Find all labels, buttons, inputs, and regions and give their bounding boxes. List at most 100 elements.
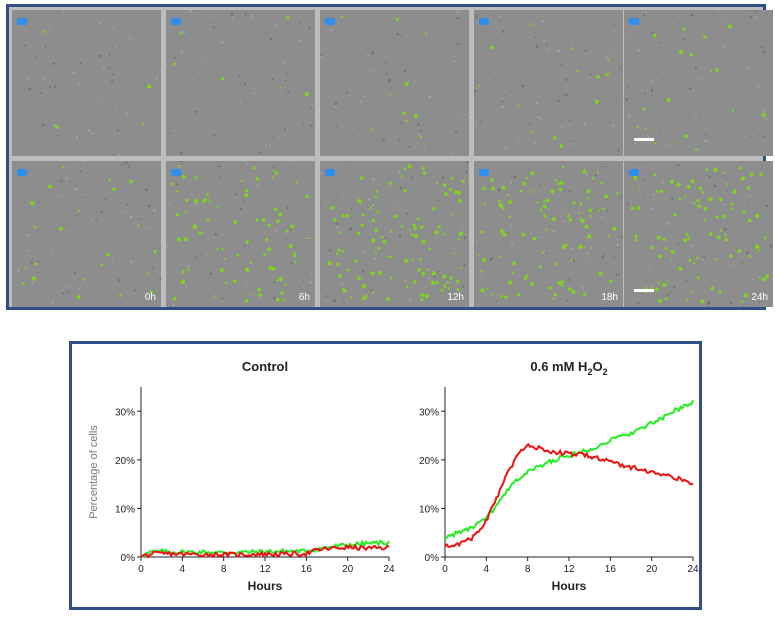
fluorescent-cell [181, 270, 185, 274]
fluorescent-cell [370, 271, 375, 276]
background-speckle [565, 78, 568, 81]
background-speckle [399, 187, 402, 190]
fluorescent-cell [201, 200, 204, 203]
fluorescent-cell [341, 214, 345, 218]
fluorescent-cell [276, 279, 279, 282]
fluorescent-cell [577, 211, 580, 214]
background-speckle [456, 16, 459, 20]
fluorescent-cell [402, 111, 406, 116]
fluorescent-cell [499, 229, 504, 234]
fluorescent-cell [426, 268, 430, 271]
background-speckle [320, 54, 323, 56]
background-speckle [25, 225, 27, 227]
fluorescent-cell [729, 254, 733, 258]
background-speckle [289, 229, 292, 231]
fluorescent-cell [106, 252, 110, 257]
background-speckle [688, 114, 690, 116]
background-speckle [643, 267, 645, 269]
background-speckle [320, 205, 322, 207]
fluorescent-cell [153, 250, 157, 254]
fluorescent-cell [55, 124, 59, 129]
background-speckle [77, 83, 80, 86]
background-speckle [328, 249, 331, 252]
background-speckle [134, 223, 136, 226]
background-speckle [644, 92, 647, 94]
fluorescent-cell [419, 225, 424, 229]
x-axis-label: Hours [248, 579, 283, 593]
background-speckle [769, 244, 773, 247]
fluorescent-cell [216, 205, 219, 208]
x-tick-label: 20 [342, 564, 354, 575]
background-speckle [336, 125, 338, 128]
background-speckle [688, 87, 692, 90]
background-speckle [308, 80, 311, 82]
fluorescent-cell [361, 213, 365, 217]
fluorescent-cell [403, 189, 407, 193]
background-speckle [325, 304, 327, 306]
background-speckle [606, 198, 609, 200]
background-speckle [456, 43, 459, 46]
background-speckle [393, 196, 395, 198]
fluorescent-cell [682, 28, 686, 31]
fluorescent-cell [700, 299, 705, 304]
fluorescent-cell [285, 229, 289, 233]
background-speckle [96, 110, 98, 112]
background-speckle [501, 105, 505, 109]
fluorescent-cell [408, 229, 411, 232]
fluorescent-cell [360, 223, 364, 227]
background-speckle [134, 289, 137, 292]
fluorescent-cell [413, 233, 418, 239]
background-speckle [330, 28, 333, 31]
fluorescent-cell [703, 218, 707, 222]
background-speckle [180, 50, 183, 53]
background-speckle [90, 132, 93, 135]
background-speckle [511, 51, 514, 53]
fluorescent-cell [724, 233, 727, 236]
fluorescent-cell [411, 258, 414, 261]
background-speckle [452, 60, 455, 63]
background-speckle [435, 56, 438, 58]
background-speckle [584, 236, 585, 238]
scale-bar [634, 289, 654, 292]
background-speckle [482, 267, 484, 269]
microscopy-tile [474, 10, 623, 156]
fluorescent-cell [359, 176, 364, 180]
background-speckle [17, 269, 20, 272]
fluorescent-cell [694, 148, 698, 151]
background-speckle [374, 257, 377, 260]
fluorescent-cell [183, 237, 188, 242]
background-speckle [635, 86, 637, 88]
background-speckle [707, 302, 710, 305]
background-speckle [74, 188, 78, 191]
fluorescent-cell [435, 280, 439, 285]
x-tick-label: 16 [301, 564, 313, 575]
background-speckle [213, 134, 216, 137]
background-speckle [302, 123, 305, 126]
fluorescent-cell [688, 258, 692, 262]
background-speckle [194, 110, 197, 114]
fluorescent-cell [659, 189, 664, 194]
fluorescent-cell [633, 177, 637, 181]
fluorescent-cell [529, 23, 532, 26]
background-speckle [147, 118, 149, 120]
background-speckle [197, 79, 199, 82]
background-speckle [413, 81, 415, 83]
fluorescent-cell [271, 266, 276, 271]
fluorescent-cell [479, 230, 483, 234]
chart-panel: 0% 10% 20% 30% 0 4 8 12 16 20 24 Hours Percentage of… [69, 341, 702, 610]
fluorescent-cell [213, 295, 216, 298]
background-speckle [650, 207, 653, 211]
fluorescent-cell [554, 178, 558, 182]
fluorescent-cell [268, 265, 273, 270]
fluorescent-cell [267, 223, 271, 228]
fluorescent-cell [742, 210, 746, 214]
background-speckle [528, 123, 531, 126]
fluorescent-cell [713, 167, 718, 172]
background-speckle [206, 47, 208, 49]
background-speckle [720, 61, 722, 63]
background-speckle [79, 170, 82, 173]
background-speckle [334, 85, 336, 87]
x-tick-label: 24 [383, 564, 395, 575]
microscopy-tile [624, 10, 773, 156]
fluorescent-cell [437, 225, 441, 229]
